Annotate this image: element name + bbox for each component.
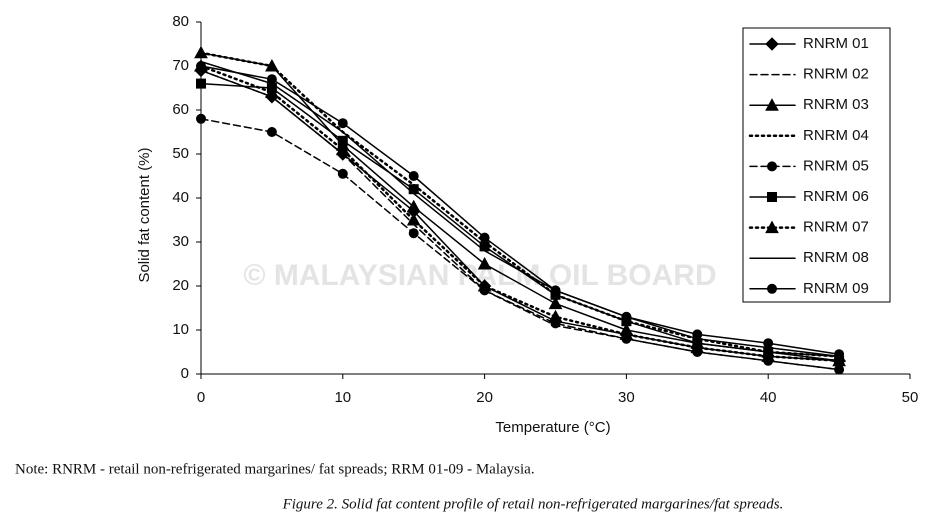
- data-point: [408, 184, 419, 195]
- legend-marker: [765, 98, 779, 111]
- data-point: [477, 278, 492, 292]
- series-line: [199, 51, 841, 358]
- data-point: [406, 199, 421, 213]
- y-tick-label: 30: [172, 233, 189, 250]
- data-point: [266, 127, 277, 137]
- data-point: [408, 228, 419, 239]
- data-point: [266, 74, 277, 85]
- data-point: [690, 340, 705, 354]
- data-point: [761, 349, 776, 362]
- legend-label: RNRM 05: [803, 157, 869, 174]
- data-point: [479, 241, 490, 252]
- data-point: [548, 309, 563, 323]
- y-tick-label: 40: [172, 189, 189, 206]
- legend-marker: [765, 37, 779, 51]
- caption: Figure 2. Solid fat content profile of r…: [282, 496, 784, 512]
- y-tick-label: 20: [172, 277, 189, 294]
- data-point: [834, 364, 845, 375]
- data-point: [763, 338, 774, 349]
- y-tick-label: 60: [172, 101, 189, 118]
- data-point: [479, 232, 490, 243]
- y-tick-label: 80: [172, 13, 189, 30]
- legend-label: RNRM 04: [803, 127, 869, 144]
- legend-marker: [767, 283, 777, 294]
- series-line: [199, 64, 841, 363]
- y-tick-label: 10: [172, 321, 189, 338]
- x-tick-label: 30: [618, 389, 635, 406]
- data-point: [692, 329, 703, 340]
- series-line: [200, 60, 840, 358]
- data-point: [196, 113, 206, 124]
- data-point: [550, 285, 561, 296]
- data-point: [196, 61, 206, 71]
- legend-label: RNRM 08: [803, 249, 869, 266]
- data-point: [834, 349, 845, 360]
- legend-marker: [765, 220, 779, 234]
- note: Note: RNRM - retail non-refrigerated mar…: [15, 461, 535, 477]
- legend-marker: [767, 192, 777, 202]
- data-point: [548, 296, 563, 310]
- x-tick-label: 10: [334, 389, 351, 406]
- legend-marker: [767, 161, 777, 172]
- legend-label: RNRM 06: [803, 188, 869, 205]
- data-point: [621, 311, 632, 322]
- data-point: [337, 168, 348, 179]
- data-point: [408, 171, 419, 181]
- x-tick-label: 20: [476, 389, 493, 406]
- y-tick-label: 70: [172, 57, 189, 74]
- data-point: [406, 212, 421, 226]
- legend-label: RNRM 07: [803, 219, 869, 236]
- legend-label: RNRM 09: [803, 280, 869, 297]
- x-tick-label: 0: [197, 389, 205, 406]
- series-line: [200, 118, 840, 371]
- x-axis-label: Temperature (°C): [495, 419, 610, 436]
- y-tick-label: 0: [181, 365, 189, 382]
- legend-label: RNRM 03: [803, 96, 869, 113]
- x-tick-label: 40: [760, 389, 777, 406]
- y-tick-label: 50: [172, 145, 189, 162]
- data-point: [477, 256, 492, 270]
- series-line: [200, 65, 840, 355]
- data-point: [335, 142, 350, 156]
- y-axis-label: Solid fat content (%): [136, 147, 153, 282]
- data-point: [832, 353, 846, 367]
- data-point: [196, 78, 206, 89]
- data-point: [265, 85, 279, 98]
- legend-label: RNRM 02: [803, 66, 869, 83]
- legend-label: RNRM 01: [803, 35, 869, 52]
- data-point: [337, 118, 348, 129]
- data-point: [619, 327, 634, 340]
- x-tick-label: 50: [902, 389, 919, 406]
